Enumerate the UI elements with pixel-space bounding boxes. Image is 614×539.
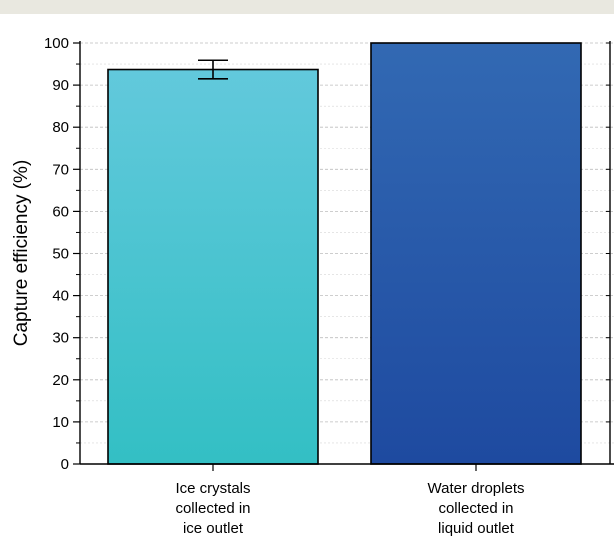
axes [79,41,614,471]
category-label-0-line-0: Ice crystals [175,480,250,497]
y-tick-label-9: 90 [52,77,69,94]
top-band [0,0,614,14]
y-tick-label-10: 100 [44,35,69,52]
y-ticks [73,42,80,465]
y-tick-label-5: 50 [52,246,69,263]
category-label-0-line-1: collected in [175,500,250,517]
category-label-1-line-0: Water droplets [428,480,525,497]
bar-1 [370,42,582,465]
y-tick-label-7: 70 [52,161,69,178]
y-tick-label-3: 30 [52,330,69,347]
error-bars [198,59,228,80]
bar-0 [107,68,319,465]
y-tick-label-6: 60 [52,203,69,220]
category-label-1-line-2: liquid outlet [438,520,515,537]
y-tick-label-1: 10 [52,414,69,431]
y-tick-labels: 0 10 20 30 40 50 60 70 80 90 100 [44,35,69,473]
y-tick-label-8: 80 [52,119,69,136]
category-labels: Ice crystals collected in ice outlet Water … [175,480,524,537]
y-tick-label-0: 0 [61,456,69,473]
category-label-1-line-1: collected in [438,500,513,517]
y-axis-title: Capture efficiency (%) [11,160,32,347]
y-tick-label-2: 20 [52,372,69,389]
category-label-0-line-2: ice outlet [183,520,244,537]
bars [107,42,582,465]
category-label-1: Water droplets collected in liquid outlet [428,480,525,537]
y-tick-label-4: 40 [52,288,69,305]
category-label-0: Ice crystals collected in ice outlet [175,480,250,537]
